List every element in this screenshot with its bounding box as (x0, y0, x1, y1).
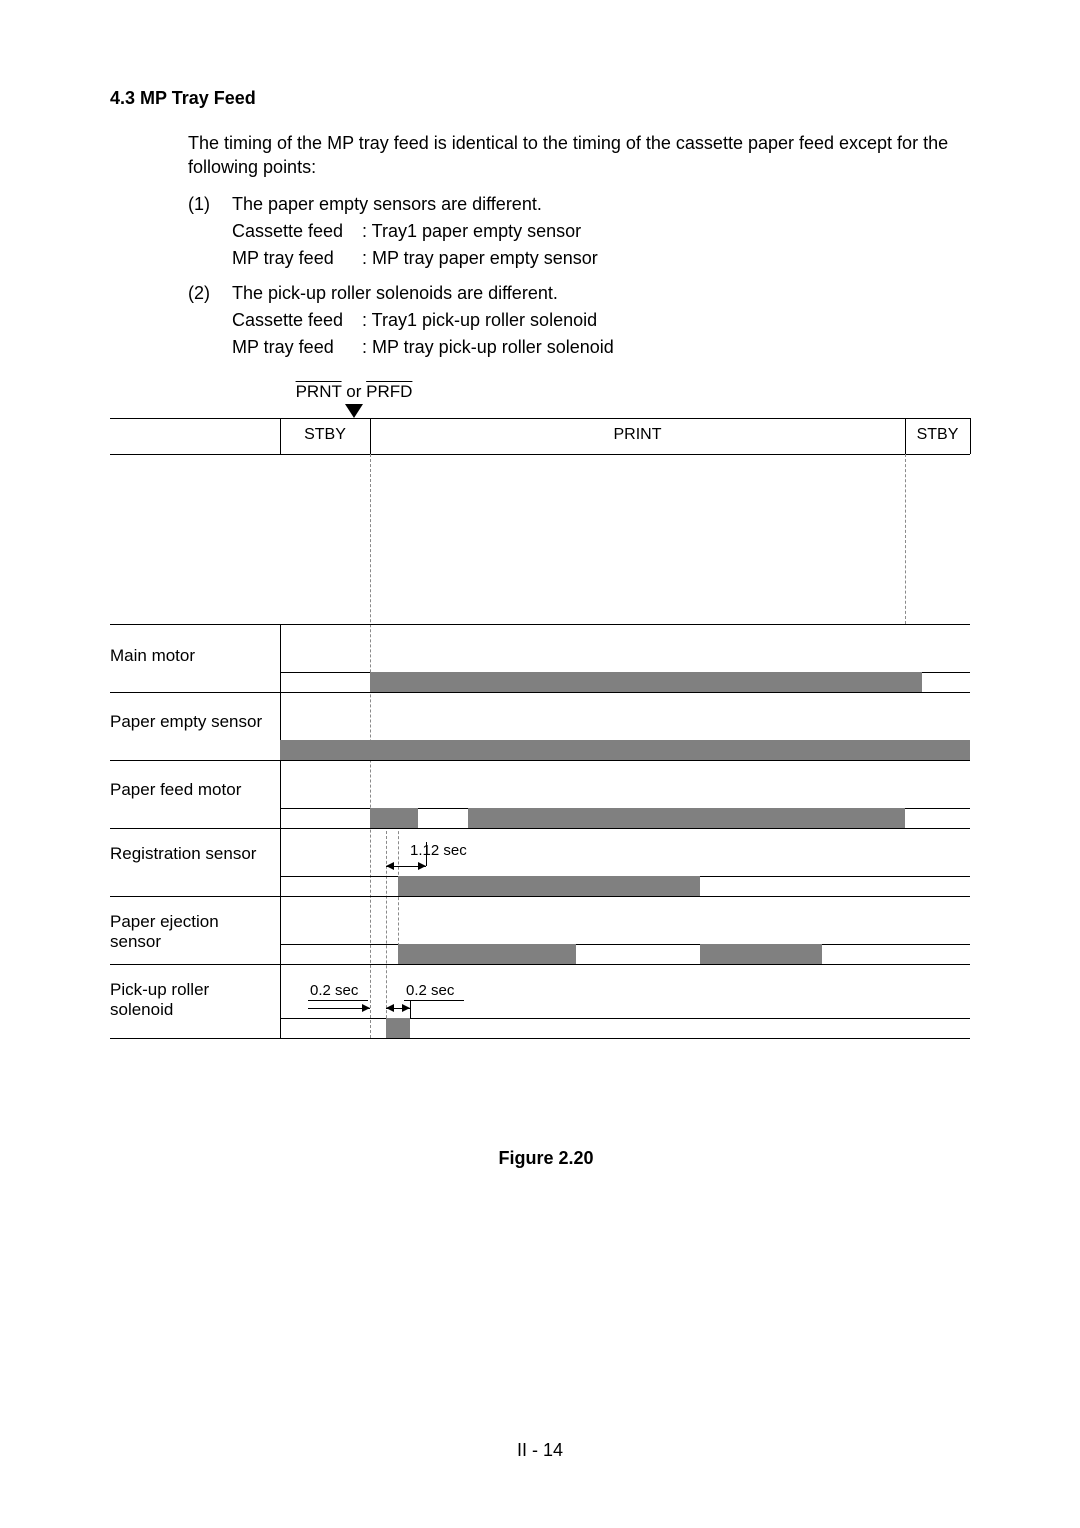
list2-row1-value: : Tray1 pick-up roller solenoid (362, 310, 597, 331)
bar-eject-2 (700, 944, 822, 964)
signal-label: PRNT or PRFD (280, 382, 428, 418)
timing-chart: STBY PRINT STBY Main motor Paper empty s… (110, 418, 970, 1038)
bar-pickup (386, 1018, 410, 1038)
list2-row1-label: Cassette feed (232, 310, 362, 331)
row-label-main-motor: Main motor (110, 646, 270, 666)
list2-row2-label: MP tray feed (232, 337, 362, 358)
list-num-1: (1) (188, 194, 232, 275)
list1-row2-label: MP tray feed (232, 248, 362, 269)
figure-caption: Figure 2.20 (110, 1148, 982, 1169)
list1-row2-value: : MP tray paper empty sensor (362, 248, 598, 269)
time-reg: 1.12 sec (410, 842, 467, 859)
bar-paper-empty (280, 740, 970, 760)
list-num-2: (2) (188, 283, 232, 364)
list-lead-1: The paper empty sensors are different. (232, 194, 982, 215)
arrow-reg (386, 866, 426, 867)
bar-reg (398, 876, 700, 896)
arrow-pickup-right (386, 1008, 410, 1009)
list1-row1-label: Cassette feed (232, 221, 362, 242)
triangle-down-icon (345, 404, 363, 418)
bar-eject-1 (398, 944, 576, 964)
phase-print: PRINT (370, 426, 905, 444)
bar-main-motor (370, 672, 922, 692)
time-pickup-right: 0.2 sec (406, 982, 454, 999)
time-pickup-left: 0.2 sec (310, 982, 358, 999)
phase-stby1: STBY (280, 426, 370, 444)
intro-text: The timing of the MP tray feed is identi… (188, 131, 982, 180)
bar-paper-feed-1 (370, 808, 418, 828)
row-label-paper-feed: Paper feed motor (110, 780, 270, 800)
phase-stby2: STBY (905, 426, 970, 444)
section-heading: 4.3 MP Tray Feed (110, 88, 982, 109)
row-label-reg: Registration sensor (110, 844, 270, 864)
row-label-eject: Paper ejection sensor (110, 912, 270, 953)
bar-paper-feed-2 (468, 808, 905, 828)
list2-row2-value: : MP tray pick-up roller solenoid (362, 337, 614, 358)
row-label-pickup: Pick-up roller solenoid (110, 980, 270, 1021)
page-number: II - 14 (0, 1440, 1080, 1461)
list-lead-2: The pick-up roller solenoids are differe… (232, 283, 982, 304)
row-label-paper-empty: Paper empty sensor (110, 712, 270, 732)
arrow-pickup-left (308, 1008, 370, 1009)
list1-row1-value: : Tray1 paper empty sensor (362, 221, 581, 242)
